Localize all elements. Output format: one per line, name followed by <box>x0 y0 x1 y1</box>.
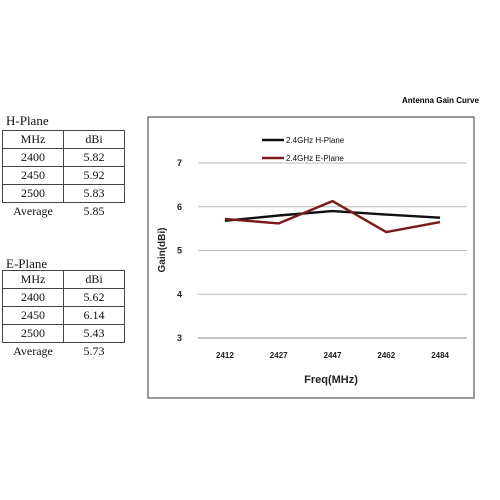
x-tick-label: 2484 <box>431 351 449 360</box>
chart-frame <box>147 116 475 399</box>
table-cell: 5.92 <box>63 166 125 185</box>
table-row: 2450 5.92 <box>2 166 125 185</box>
table-row: 2400 5.62 <box>2 288 125 307</box>
legend: 2.4GHz H-Plane 2.4GHz E-Plane <box>262 136 345 163</box>
x-axis-label: Freq(MHz) <box>304 374 358 386</box>
h-plane-table: MHz dBi 2400 5.82 2450 5.92 2500 5.83 Av… <box>2 130 125 220</box>
e-plane-table: MHz dBi 2400 5.62 2450 6.14 2500 5.43 Av… <box>2 270 125 360</box>
series-line-h-plane <box>224 209 441 222</box>
table-average-row: Average 5.85 <box>3 203 125 221</box>
y-tick-label: 7 <box>177 158 182 168</box>
legend-label: 2.4GHz H-Plane <box>286 136 345 145</box>
series-line-e-plane <box>224 199 441 234</box>
h-plane-table-title: H-Plane <box>6 113 49 128</box>
x-tick-label: 2427 <box>270 351 288 360</box>
x-tick-label: 2447 <box>324 351 342 360</box>
x-tick-label: 2412 <box>216 351 234 360</box>
y-tick-label: 3 <box>177 333 182 343</box>
y-tick-label: 6 <box>177 202 182 212</box>
table-header-cell: dBi <box>63 130 125 149</box>
x-tick-label: 2462 <box>377 351 395 360</box>
chart-title: Antenna Gain Curve <box>402 96 479 105</box>
legend-label: 2.4GHz E-Plane <box>286 154 344 163</box>
e-plane-table-title: E-Plane <box>6 256 48 271</box>
series-layer <box>224 199 441 234</box>
table-average-row: Average 5.73 <box>3 343 125 361</box>
table-row: 2500 5.83 <box>2 184 125 203</box>
average-value: 5.85 <box>83 204 105 218</box>
table-cell: 5.83 <box>63 184 125 203</box>
y-tick-layer: 3 4 5 6 7 <box>177 158 182 343</box>
table-row: 2500 5.43 <box>2 324 125 343</box>
table-cell: 5.43 <box>63 324 125 343</box>
grid-layer <box>198 162 467 339</box>
y-tick-label: 5 <box>177 246 182 256</box>
x-tick-layer: 2412 2427 2447 2462 2484 <box>216 351 450 360</box>
table-header-row: MHz dBi <box>2 130 125 149</box>
y-tick-label: 4 <box>177 289 182 299</box>
average-label: Average <box>13 344 53 358</box>
average-label: Average <box>13 204 53 218</box>
y-axis-label: Gain(dBi) <box>157 228 168 273</box>
average-value: 5.73 <box>83 344 105 358</box>
